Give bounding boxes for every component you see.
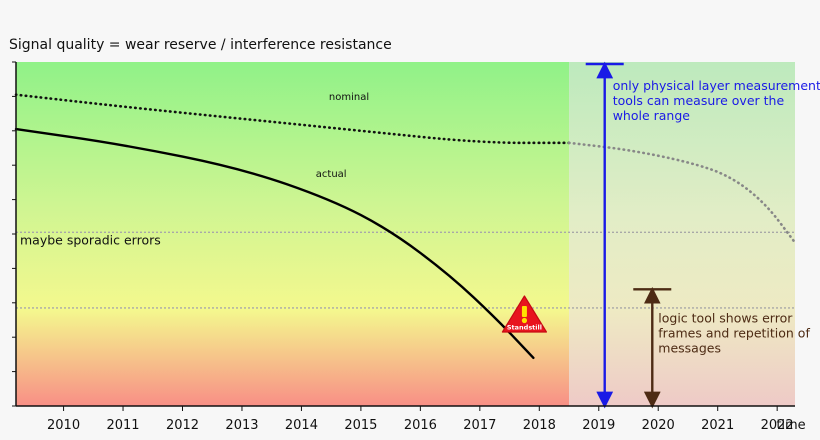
physical-annotation-line-1: tools can measure over the (613, 93, 785, 108)
x-tick-label-2020: 2020 (642, 418, 675, 433)
series-line-nominal (14, 93, 571, 145)
standstill-sign: Standstill (501, 295, 548, 333)
x-tick-label-2013: 2013 (225, 418, 258, 433)
logic-annotation-line-0: logic tool shows error (658, 310, 793, 325)
x-tick-label-2022: 2022 (761, 418, 794, 433)
x-tick-label-2011: 2011 (106, 418, 139, 433)
x-tick-label-2012: 2012 (166, 418, 199, 433)
chart-title: Signal quality = wear reserve / interfer… (9, 37, 392, 53)
x-tick-label-2015: 2015 (344, 418, 377, 433)
series-line-actual (14, 127, 535, 360)
logic-annotation-text: logic tool shows error frames and repetit… (658, 310, 810, 355)
logic-annotation-line-2: messages (658, 340, 721, 355)
x-tick-label-2019: 2019 (582, 418, 615, 433)
logic-annotation-line-1: frames and repetition of (658, 325, 810, 340)
region-measured (16, 62, 570, 406)
x-tick-label-2021: 2021 (701, 418, 734, 433)
standstill-exclamation-bar (521, 306, 527, 317)
physical-annotation-text: only physical layer measurement tools can… (613, 78, 820, 123)
physical-annotation-line-0: only physical layer measurement (613, 78, 820, 93)
x-tick-label-2014: 2014 (285, 418, 318, 433)
x-axis-label: time (776, 418, 805, 433)
x-tick-label-2016: 2016 (404, 418, 437, 433)
physical-annotation-line-2: whole range (613, 108, 691, 123)
series-label-nominal: nominal (329, 92, 369, 103)
x-tick-label-2018: 2018 (523, 418, 556, 433)
threshold-label-0: maybe sporadic errors (20, 232, 161, 247)
x-tick-label-2010: 2010 (47, 418, 80, 433)
series-label-actual: actual (316, 169, 347, 180)
x-tick-label-2017: 2017 (463, 418, 496, 433)
standstill-exclamation-dot (521, 317, 528, 324)
standstill-label: Standstill (507, 324, 542, 332)
